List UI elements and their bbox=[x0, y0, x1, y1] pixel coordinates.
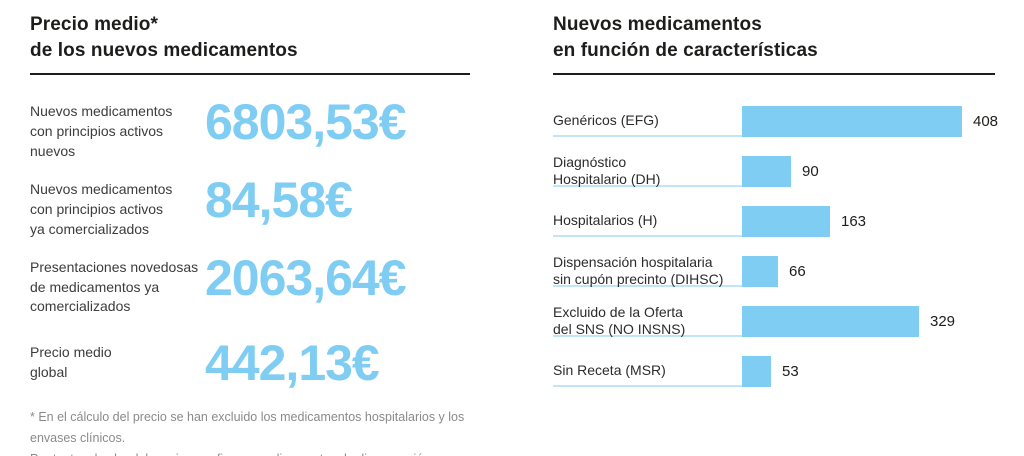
stat-label: Presentaciones novedosas de medicamentos… bbox=[30, 258, 199, 315]
price-stats-list: Nuevos medicamentos con principios activ… bbox=[30, 97, 470, 388]
stat-row-global-average: Precio medio global 442,13€ bbox=[30, 338, 470, 388]
average-price-panel: Precio medio* de los nuevos medicamentos… bbox=[30, 12, 470, 456]
bar-genericos bbox=[742, 106, 962, 138]
stat-label: Nuevos medicamentos con principios activ… bbox=[30, 181, 173, 237]
stat-label: Precio medio global bbox=[30, 344, 112, 381]
bar-value: 90 bbox=[802, 163, 819, 181]
bar-value: 53 bbox=[782, 363, 799, 381]
stat-value: 442,13€ bbox=[205, 335, 380, 392]
bar-label: Genéricos (EFG) bbox=[553, 106, 742, 138]
stat-value: 84,58€ bbox=[205, 172, 353, 229]
bar-hospitalarios bbox=[742, 206, 830, 238]
left-title-rule bbox=[30, 73, 470, 76]
chart-row-excluido-oferta-sns: Excluido de la Oferta del SNS (NO INSNS)… bbox=[553, 304, 997, 338]
bar-diagnostico-hospitalario bbox=[742, 156, 791, 188]
chart-row-dispensacion-hospitalaria: Dispensación hospitalaria sin cupón prec… bbox=[553, 254, 997, 288]
chart-row-diagnostico-hospitalario: Diagnóstico Hospitalario (DH) 90 bbox=[553, 154, 997, 188]
stat-label: Nuevos medicamentos con principios activ… bbox=[30, 103, 173, 160]
left-panel-title: Precio medio* de los nuevos medicamentos bbox=[30, 14, 298, 62]
bar-label: Hospitalarios (H) bbox=[553, 206, 742, 238]
bar-value: 163 bbox=[841, 213, 867, 231]
bar-dispensacion-hospitalaria bbox=[742, 256, 778, 288]
stat-value: 2063,64€ bbox=[205, 249, 407, 306]
price-footnote: * En el cálculo del precio se han exclui… bbox=[30, 410, 465, 456]
characteristics-panel: Nuevos medicamentos en función de caract… bbox=[553, 12, 999, 406]
bar-value: 408 bbox=[973, 113, 999, 131]
bar-label: Excluido de la Oferta del SNS (NO INSNS) bbox=[553, 304, 742, 338]
characteristics-bar-chart: Genéricos (EFG) 408 Diagnóstico Hospital… bbox=[553, 106, 999, 388]
right-title-rule bbox=[553, 73, 995, 76]
right-panel-title: Nuevos medicamentos en función de caract… bbox=[553, 14, 818, 62]
bar-label: Sin Receta (MSR) bbox=[553, 356, 742, 388]
bar-value: 66 bbox=[789, 263, 806, 281]
bar-excluido-oferta-sns bbox=[742, 306, 919, 338]
chart-row-hospitalarios: Hospitalarios (H) 163 bbox=[553, 206, 997, 238]
stat-row-new-active-principles: Nuevos medicamentos con principios activ… bbox=[30, 97, 470, 162]
bar-label: Dispensación hospitalaria sin cupón prec… bbox=[553, 254, 742, 288]
chart-row-sin-receta: Sin Receta (MSR) 53 bbox=[553, 356, 997, 388]
bar-label: Diagnóstico Hospitalario (DH) bbox=[553, 154, 742, 188]
stat-row-marketed-active-principles: Nuevos medicamentos con principios activ… bbox=[30, 175, 470, 240]
bar-value: 329 bbox=[930, 313, 956, 331]
stat-value: 6803,53€ bbox=[205, 94, 407, 151]
chart-row-genericos: Genéricos (EFG) 408 bbox=[553, 106, 999, 138]
bar-sin-receta bbox=[742, 356, 771, 388]
stat-row-novel-presentations: Presentaciones novedosas de medicamentos… bbox=[30, 253, 470, 318]
